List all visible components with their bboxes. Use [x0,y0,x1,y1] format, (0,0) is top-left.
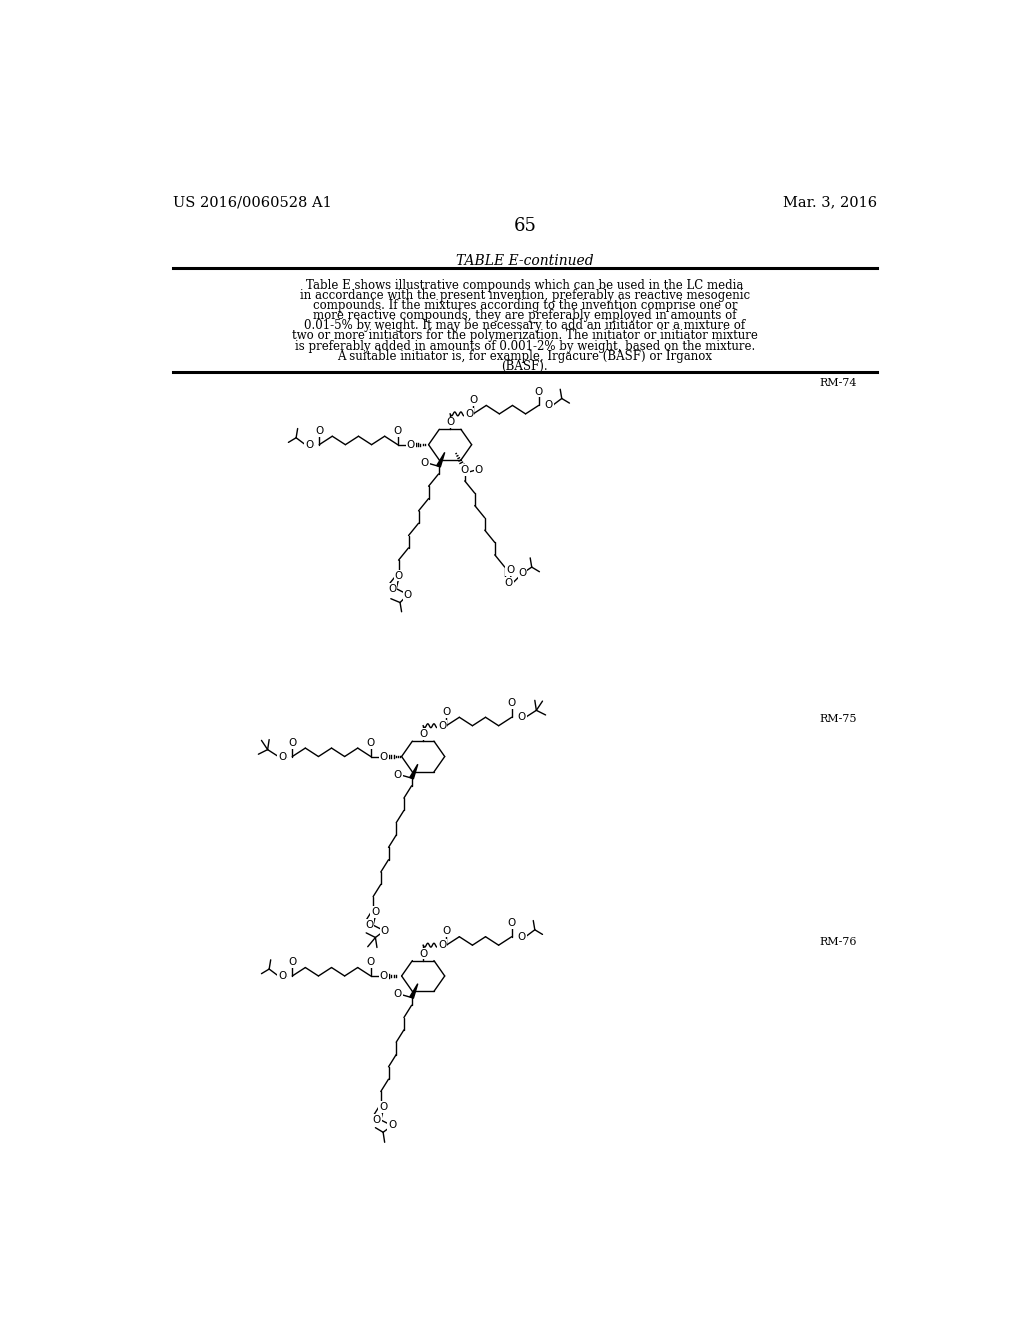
Text: O: O [419,949,427,958]
Text: Mar. 3, 2016: Mar. 3, 2016 [782,195,877,210]
Text: RM-76: RM-76 [819,937,857,948]
Text: O: O [394,570,402,581]
Text: is preferably added in amounts of 0.001-2% by weight, based on the mixture.: is preferably added in amounts of 0.001-… [295,339,755,352]
Text: O: O [366,920,374,931]
Text: compounds. If the mixtures according to the invention comprise one or: compounds. If the mixtures according to … [312,298,737,312]
Text: O: O [442,927,451,936]
Text: O: O [508,698,516,709]
Text: O: O [438,721,446,731]
Text: in accordance with the present invention, preferably as reactive mesogenic: in accordance with the present invention… [300,289,750,302]
Text: O: O [505,578,513,589]
Polygon shape [437,453,444,467]
Text: O: O [474,465,482,475]
Text: O: O [545,400,553,411]
Text: O: O [517,713,526,722]
Text: Table E shows illustrative compounds which can be used in the LC media: Table E shows illustrative compounds whi… [306,279,743,292]
Text: O: O [517,932,526,941]
Text: O: O [305,440,313,450]
Text: O: O [288,738,296,747]
Text: O: O [535,387,543,396]
Text: two or more initiators for the polymerization. The initiator or initiator mixtur: two or more initiators for the polymeriz… [292,330,758,342]
Text: O: O [372,907,380,917]
Text: O: O [442,708,451,717]
Text: O: O [388,583,396,594]
Text: O: O [419,729,427,739]
Text: TABLE E-continued: TABLE E-continued [456,253,594,268]
Text: O: O [421,458,429,469]
Text: (BASF).: (BASF). [502,360,548,372]
Text: O: O [469,395,477,405]
Text: O: O [380,751,388,762]
Text: O: O [403,590,412,599]
Text: O: O [288,957,296,968]
Text: O: O [506,565,514,576]
Text: O: O [461,465,469,475]
Text: O: O [438,940,446,950]
Text: O: O [407,440,415,450]
Text: O: O [367,957,375,968]
Text: O: O [465,409,473,418]
Text: O: O [367,738,375,747]
Polygon shape [410,983,418,998]
Text: 65: 65 [513,216,537,235]
Text: A suitable initiator is, for example, Irgacure (BASF) or Irganox: A suitable initiator is, for example, Ir… [337,350,713,363]
Text: O: O [518,569,526,578]
Text: US 2016/0060528 A1: US 2016/0060528 A1 [173,195,332,210]
Text: RM-74: RM-74 [819,378,857,388]
Text: O: O [508,917,516,928]
Text: O: O [446,417,455,428]
Polygon shape [410,764,418,779]
Text: RM-75: RM-75 [819,714,857,725]
Text: O: O [393,426,401,436]
Text: O: O [373,1115,381,1125]
Text: 0.01-5% by weight. It may be necessary to add an initiator or a mixture of: 0.01-5% by weight. It may be necessary t… [304,319,745,333]
Text: O: O [379,1102,387,1111]
Text: O: O [393,990,401,999]
Text: O: O [279,972,287,981]
Text: O: O [380,972,388,981]
Text: O: O [315,426,324,436]
Text: O: O [393,770,401,780]
Text: O: O [279,751,287,762]
Text: O: O [381,925,389,936]
Text: more reactive compounds, they are preferably employed in amounts of: more reactive compounds, they are prefer… [313,309,736,322]
Text: O: O [388,1121,396,1130]
